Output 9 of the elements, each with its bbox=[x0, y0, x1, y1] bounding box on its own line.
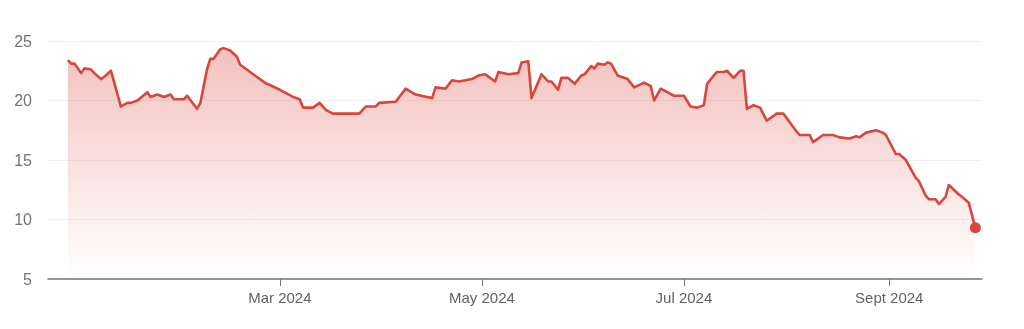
x-tick-label: Sept 2024 bbox=[855, 289, 924, 306]
y-tick-label: 15 bbox=[14, 151, 33, 169]
x-tick-label: Mar 2024 bbox=[248, 289, 312, 306]
y-tick-label: 5 bbox=[23, 270, 33, 288]
y-tick-label: 25 bbox=[14, 32, 33, 50]
y-tick-label: 20 bbox=[14, 92, 33, 109]
x-tick-label: May 2024 bbox=[448, 289, 515, 306]
x-tick-label: Jul 2024 bbox=[655, 289, 713, 306]
y-tick-label: 10 bbox=[14, 211, 33, 228]
